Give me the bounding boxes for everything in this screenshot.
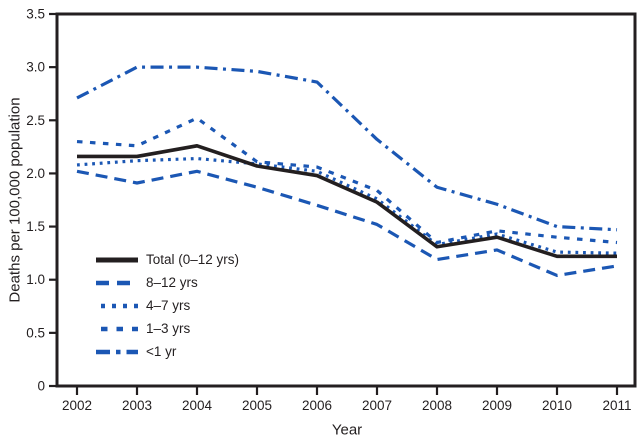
y-tick-label: 1.0 xyxy=(26,272,45,287)
x-tick-label: 2006 xyxy=(302,398,332,413)
legend-label-1-3-yrs: 1–3 yrs xyxy=(146,321,191,336)
legend-label-8-12-yrs: 8–12 yrs xyxy=(146,275,198,290)
legend-item-total: Total (0–12 yrs) xyxy=(95,248,239,271)
legend-line-sample-square-dash xyxy=(101,326,138,331)
series-line-square-dash xyxy=(76,116,618,245)
legend-line-sample-long-dash xyxy=(96,280,138,285)
legend-line-sample-solid xyxy=(96,257,138,262)
y-tick-label: 0 xyxy=(37,379,45,394)
x-tick-label: 2008 xyxy=(422,398,452,413)
y-tick-label: 3.0 xyxy=(26,60,45,75)
legend: Total (0–12 yrs) 8–12 yrs 4–7 yrs 1–3 yr… xyxy=(95,248,239,363)
x-tick-label: 2010 xyxy=(542,398,572,413)
legend-label-4-7-yrs: 4–7 yrs xyxy=(146,298,191,313)
x-tick-label: 2002 xyxy=(62,398,92,413)
y-tick-label: 3.5 xyxy=(26,7,45,22)
legend-item-8-12-yrs: 8–12 yrs xyxy=(95,271,239,294)
plot-border xyxy=(55,12,637,388)
x-tick-label: 2009 xyxy=(482,398,512,413)
x-tick-label: 2011 xyxy=(602,398,631,413)
y-tick-label: 2.5 xyxy=(26,113,45,128)
x-tick-label: 2004 xyxy=(182,398,213,413)
legend-item-1-3-yrs: 1–3 yrs xyxy=(95,317,239,340)
legend-item-4-7-yrs: 4–7 yrs xyxy=(95,294,239,317)
y-tick-label: 1.5 xyxy=(26,219,45,234)
legend-label-under-1-yr: <1 yr xyxy=(146,344,177,359)
x-tick-label: 2003 xyxy=(122,398,152,413)
legend-line-sample-dotted xyxy=(101,303,138,308)
legend-line-sample-dash-dot xyxy=(96,349,138,354)
series-line-dash-dot xyxy=(76,65,618,232)
legend-label-total: Total (0–12 yrs) xyxy=(146,252,240,267)
x-axis-label: Year xyxy=(331,421,363,439)
series-line-dotted xyxy=(76,156,618,255)
x-tick-label: 2007 xyxy=(362,398,392,413)
series-line-solid xyxy=(77,143,617,259)
x-tick-label: 2005 xyxy=(242,398,272,413)
legend-item-under-1-yr: <1 yr xyxy=(95,340,239,363)
y-axis-label: Deaths per 100,000 population xyxy=(6,97,24,303)
y-tick-label: 2.0 xyxy=(26,166,45,181)
y-tick-label: 0.5 xyxy=(26,325,45,340)
